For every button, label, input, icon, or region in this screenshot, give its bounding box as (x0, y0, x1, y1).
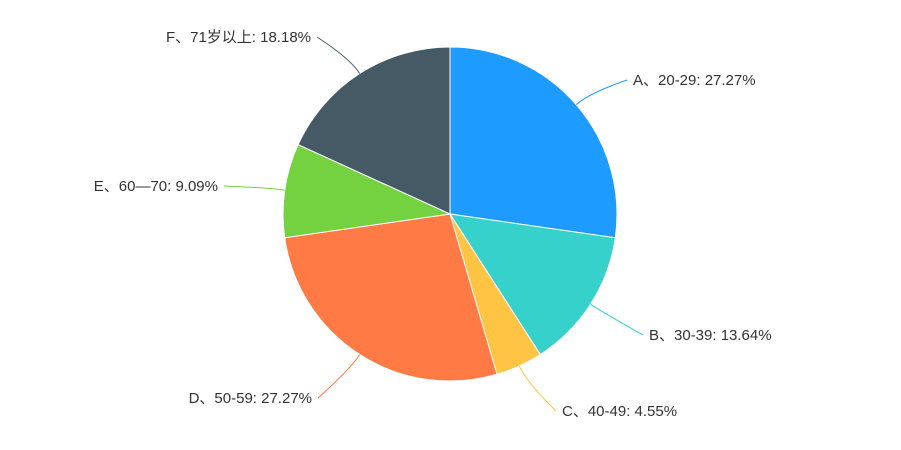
leader-line (316, 36, 361, 74)
slice-labels: A、20-29: 27.27% B、30-39: 13.64% C、40-49: 4… (94, 29, 772, 420)
pie-slice[interactable] (284, 213, 498, 382)
slice-label: A、20-29: 27.27% (633, 72, 756, 89)
leader-line (575, 79, 628, 105)
leader-line (223, 185, 285, 191)
pie-slice[interactable] (297, 46, 451, 215)
pie-slice[interactable] (449, 46, 618, 239)
leader-line (590, 303, 644, 336)
slice-label: B、30-39: 13.64% (649, 327, 772, 344)
pie-slice[interactable] (282, 143, 452, 239)
leader-lines (223, 36, 644, 412)
leader-line (518, 365, 557, 412)
pie-slice[interactable] (448, 213, 616, 356)
leader-line (317, 354, 361, 399)
slice-label: F、71岁以上: 18.18% (166, 29, 311, 46)
slice-label: C、40-49: 4.55% (562, 403, 677, 420)
pie-slices (282, 46, 618, 382)
slice-label: D、50-59: 27.27% (189, 390, 312, 407)
slice-label: E、60—70: 9.09% (94, 178, 218, 195)
